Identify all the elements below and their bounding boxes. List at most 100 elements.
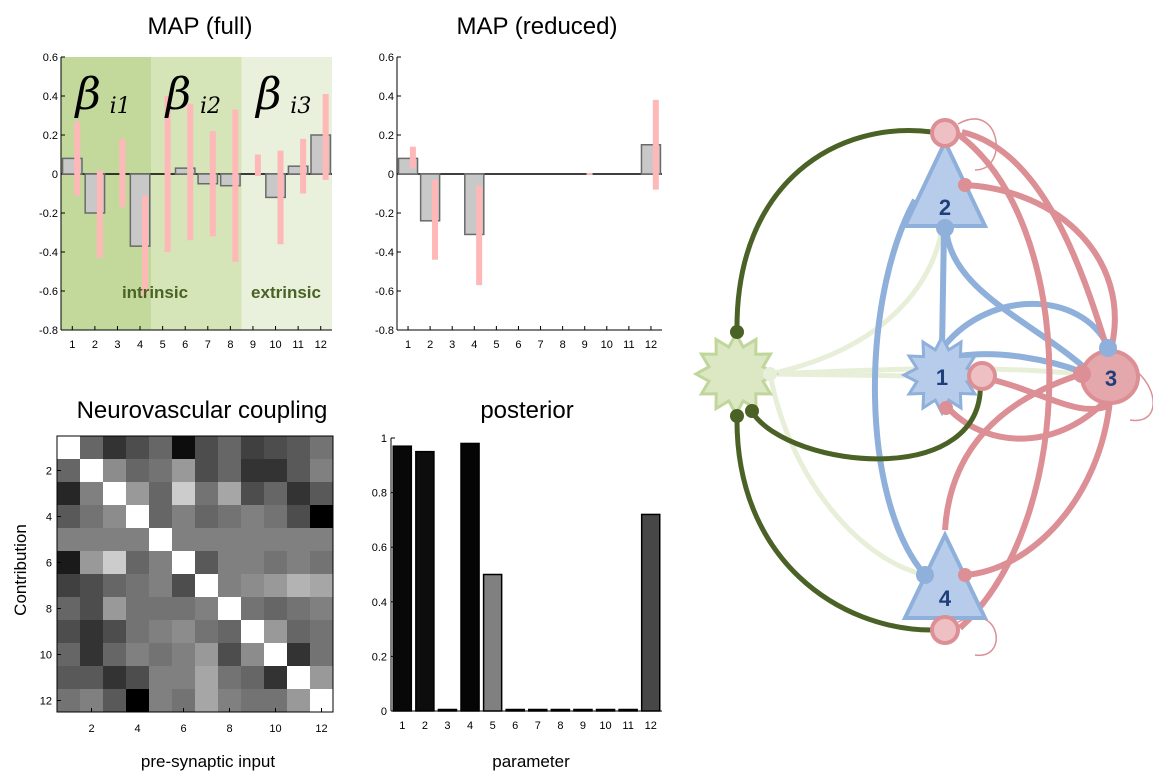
heatmap-cell: [195, 620, 219, 644]
self-loop-top: [957, 118, 997, 171]
heatmap-cell: [149, 505, 173, 529]
heatmap-cell: [103, 620, 127, 644]
bar: [640, 513, 661, 712]
edge-3-to-4-outer: [964, 399, 1113, 578]
heatmap-cell: [310, 666, 334, 690]
heatmap-cell: [241, 643, 265, 667]
region-beta-subscript: i3: [290, 94, 311, 119]
heatmap-cell: [287, 597, 311, 621]
heatmap-cell: [80, 528, 104, 552]
x-tick-label: 10: [599, 720, 611, 732]
y-tick-label: -0.6: [375, 286, 394, 298]
heatmap-cell: [103, 643, 127, 667]
heatmap-cell: [218, 689, 242, 713]
heatmap-cell: [310, 436, 334, 460]
heatmap-cell: [195, 482, 219, 506]
heatmap-cell: [195, 643, 219, 667]
edge-input-to-top: [734, 128, 933, 333]
node-1-circle: [967, 361, 997, 391]
heatmap-cell: [126, 597, 150, 621]
dot-pink-4: [958, 568, 972, 582]
heatmap-cell: [287, 643, 311, 667]
x-tick-label: 7: [537, 339, 543, 351]
y-tick-label: 1: [381, 433, 387, 445]
heatmap-cell: [218, 643, 242, 667]
heatmap-cell: [218, 597, 242, 621]
bar: [550, 708, 571, 712]
y-tick-label: -0.2: [39, 208, 58, 220]
heatmap-cell: [241, 436, 265, 460]
x-tick-label: 7: [535, 720, 541, 732]
heatmap-cell: [172, 482, 196, 506]
y-tick-label: 0.6: [379, 52, 394, 64]
heatmap-cell: [172, 597, 196, 621]
heatmap-cell: [126, 459, 150, 483]
heatmap-cell: [241, 620, 265, 644]
y-tick-label: -0.8: [375, 325, 394, 337]
heatmap-cell: [310, 597, 334, 621]
heatmap-cell: [195, 436, 219, 460]
chart-map-full: MAP (full) 0.60.40.20-0.2-0.4-0.6-0.81 2 3…: [39, 13, 332, 351]
heatmap-cell: [218, 436, 242, 460]
x-tick-label: 12: [645, 720, 657, 732]
heatmap-cell: [310, 459, 334, 483]
x-tick-label: 2: [422, 720, 428, 732]
x-tick-label: 3: [449, 339, 455, 351]
bar: [618, 708, 638, 712]
y-tick-label: 0: [388, 169, 394, 181]
x-tick-label: 8: [227, 339, 233, 351]
x-tick-label: 1: [69, 339, 75, 351]
bar: [197, 173, 219, 185]
heatmap-cell: [264, 528, 288, 552]
heatmap-cell: [149, 551, 173, 575]
node-top-circle: [930, 118, 960, 148]
heatmap-cell: [103, 528, 127, 552]
heatmap-cell: [80, 505, 104, 529]
dot-blue-2: [936, 219, 954, 237]
y-tick-label: 10: [40, 650, 52, 662]
heatmap-cell: [172, 689, 196, 713]
y-tick-label: 8: [46, 604, 52, 616]
chart-title: MAP (reduced): [457, 13, 618, 40]
heatmap-cell: [80, 551, 104, 575]
bar: [437, 708, 458, 712]
x-tick-label: 12: [315, 723, 327, 735]
heatmap-cell: [287, 551, 311, 575]
x-tick-label: 4: [471, 339, 477, 351]
chart-map-reduced: MAP (reduced) 0.6 0.4 0.2 0 -0.2 -0.4 -0.6 -0.8…: [375, 13, 662, 351]
heatmap-cell: [103, 505, 127, 529]
heatmap-cell: [287, 666, 311, 690]
heatmap-cell: [172, 666, 196, 690]
heatmap-cell: [241, 666, 265, 690]
heatmap-cell: [195, 597, 219, 621]
heatmap-cell: [264, 551, 288, 575]
x-tick-label: 1: [399, 720, 405, 732]
heatmap-cell: [126, 689, 150, 713]
dot-lightgreen: [763, 367, 777, 381]
heatmap-cell: [172, 620, 196, 644]
heatmap-cell: [80, 597, 104, 621]
edge-input-to-bottom: [734, 415, 933, 633]
heatmap-cell: [241, 689, 265, 713]
y-tick-label: 0.2: [43, 130, 58, 142]
x-axis-label: pre-synaptic input: [141, 752, 275, 771]
heatmap-cell: [310, 620, 334, 644]
x-tick-label: 2: [88, 723, 94, 735]
bar: [482, 573, 503, 712]
heatmap-cell: [149, 482, 173, 506]
x-tick-label: 4: [134, 723, 140, 735]
heatmap-cell: [241, 551, 265, 575]
heatmap-cell: [57, 482, 81, 506]
x-tick-label: 11: [622, 720, 633, 732]
heatmap-cell: [218, 528, 242, 552]
heatmap-cell: [149, 666, 173, 690]
heatmap-cell: [172, 643, 196, 667]
y-tick-label: -0.2: [375, 208, 394, 220]
heatmap-cell: [57, 459, 81, 483]
heatmap-cell: [195, 689, 219, 713]
y-tick-label: 0.2: [372, 651, 387, 663]
heatmap-cell: [80, 643, 104, 667]
x-tick-label: 4: [467, 720, 473, 732]
x-tick-label: 11: [292, 339, 303, 351]
